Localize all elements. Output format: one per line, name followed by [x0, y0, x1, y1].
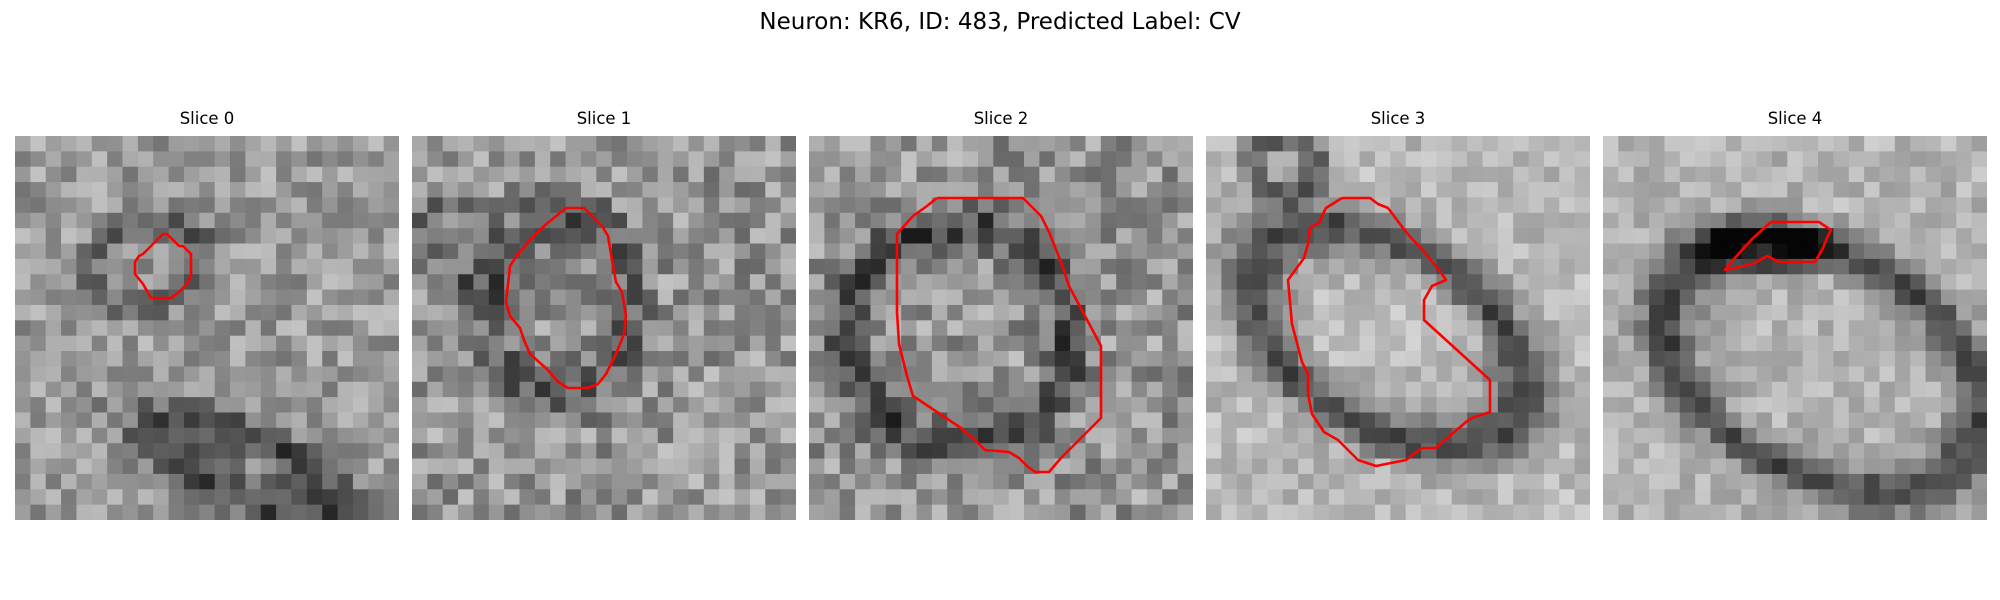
slice-image	[809, 136, 1193, 520]
segmentation-contour	[1286, 196, 1492, 468]
slice-title: Slice 3	[1370, 109, 1426, 128]
slice-panel-1: Slice 1	[412, 108, 796, 520]
segmentation-contour	[895, 196, 1103, 474]
segmentation-contour	[133, 232, 193, 300]
slice-title: Slice 0	[179, 109, 235, 128]
slice-title: Slice 4	[1767, 109, 1823, 128]
slice-image	[15, 136, 399, 520]
slice-image	[412, 136, 796, 520]
segmentation-contour	[1723, 220, 1833, 272]
slice-panel-0: Slice 0	[15, 108, 399, 520]
figure-title: Neuron: KR6, ID: 483, Predicted Label: C…	[759, 9, 1241, 35]
slice-image	[1206, 136, 1590, 520]
slice-panel-4: Slice 4	[1603, 108, 1987, 520]
slice-image	[1603, 136, 1987, 520]
slice-panel-3: Slice 3	[1206, 108, 1590, 520]
slice-title: Slice 2	[973, 109, 1029, 128]
slice-panel-2: Slice 2	[809, 108, 1193, 520]
slice-title: Slice 1	[576, 109, 632, 128]
segmentation-contour	[504, 206, 628, 390]
